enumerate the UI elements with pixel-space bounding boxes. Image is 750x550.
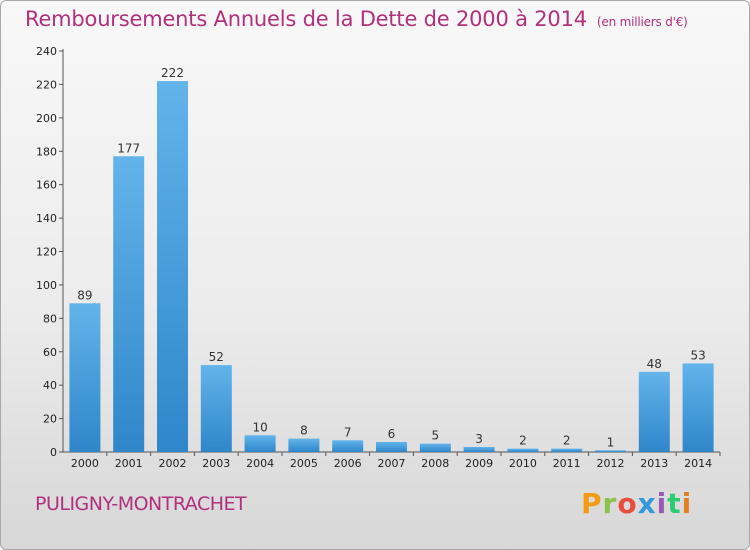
x-tick-label: 2002 [159, 457, 187, 470]
x-tick-label: 2012 [597, 457, 625, 470]
bar [595, 450, 626, 452]
x-tick-label: 2009 [465, 457, 493, 470]
bar [113, 156, 145, 452]
logo-letter: P [581, 487, 603, 520]
y-tick-label: 60 [43, 346, 57, 359]
bar [157, 81, 188, 452]
chart-title: Remboursements Annuels de la Dette de 20… [25, 7, 688, 31]
bar [200, 365, 232, 452]
bar-value-label: 53 [690, 348, 705, 362]
x-tick-label: 2005 [290, 457, 318, 470]
y-tick-label: 80 [43, 312, 57, 325]
commune-name: PULIGNY-MONTRACHET [35, 493, 247, 515]
logo-letter: x [637, 487, 657, 520]
x-tick-label: 2007 [378, 457, 406, 470]
bar [419, 443, 451, 452]
y-tick-label: 20 [43, 413, 57, 426]
bar-value-label: 8 [300, 424, 308, 438]
bar-value-label: 89 [77, 288, 92, 302]
x-tick-label: 2013 [640, 457, 668, 470]
title-text: Remboursements Annuels de la Dette de 20… [25, 7, 587, 31]
bar-value-label: 5 [431, 429, 439, 443]
bar-value-label: 7 [344, 425, 352, 439]
bar [507, 448, 539, 452]
y-tick-label: 240 [36, 45, 57, 58]
y-tick-label: 100 [36, 279, 57, 292]
bar [332, 440, 364, 452]
bar [463, 446, 495, 452]
proxiti-logo: Proxiti [581, 487, 692, 520]
bar [376, 441, 407, 452]
x-tick-label: 2001 [115, 457, 143, 470]
y-tick-label: 40 [43, 379, 57, 392]
logo-letter: t [667, 487, 682, 520]
bar-value-label: 177 [117, 141, 140, 155]
logo-letter: i [681, 487, 693, 520]
bar-value-label: 10 [252, 420, 267, 434]
bar [288, 438, 320, 452]
bar-value-label: 48 [647, 357, 662, 371]
bar [638, 371, 670, 452]
title-unit: (en milliers d'€) [596, 15, 688, 29]
bar [69, 303, 101, 452]
bar [551, 448, 583, 452]
x-tick-label: 2008 [421, 457, 449, 470]
x-tick-label: 2006 [334, 457, 362, 470]
bar [682, 363, 714, 452]
logo-letter: r [602, 487, 618, 520]
bar [244, 435, 276, 452]
x-tick-label: 2010 [509, 457, 537, 470]
x-tick-label: 2014 [684, 457, 712, 470]
x-tick-label: 2000 [71, 457, 99, 470]
y-tick-label: 140 [36, 212, 57, 225]
x-tick-label: 2003 [202, 457, 230, 470]
logo-letter: o [617, 487, 638, 520]
bar-value-label: 222 [161, 66, 184, 80]
bar-value-label: 2 [563, 434, 571, 448]
x-tick-label: 2011 [553, 457, 581, 470]
y-tick-label: 220 [36, 78, 57, 91]
y-tick-label: 120 [36, 246, 57, 259]
logo-letter: i [656, 487, 668, 520]
bar-value-label: 1 [607, 435, 615, 449]
bar-value-label: 2 [519, 434, 527, 448]
y-tick-label: 180 [36, 145, 57, 158]
y-tick-label: 0 [50, 446, 57, 459]
y-tick-label: 200 [36, 112, 57, 125]
bar-value-label: 52 [209, 350, 224, 364]
x-tick-label: 2004 [246, 457, 274, 470]
y-tick-label: 160 [36, 179, 57, 192]
bar-value-label: 6 [388, 427, 396, 441]
bar-value-label: 3 [475, 432, 483, 446]
